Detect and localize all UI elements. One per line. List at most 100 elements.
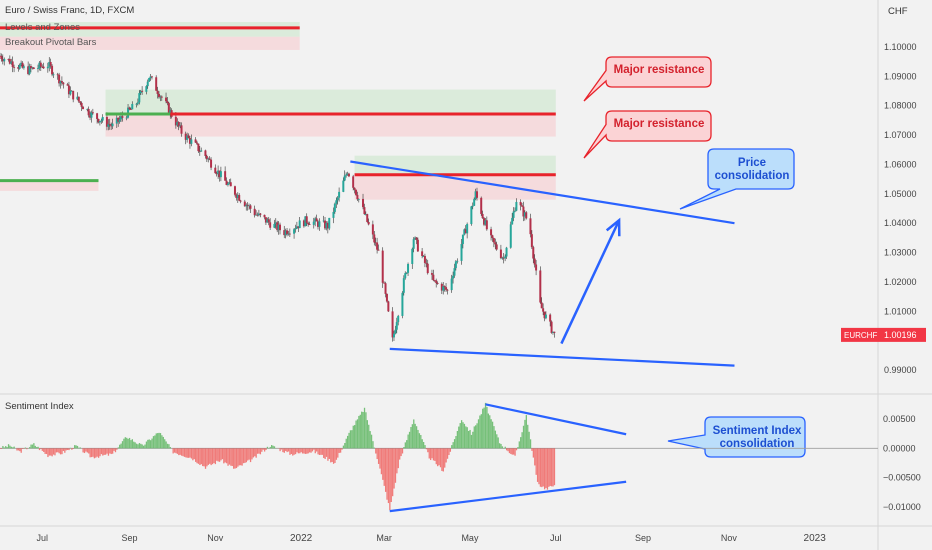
candle-body — [210, 159, 213, 168]
sentiment-trendline-lower — [389, 480, 627, 513]
candle-body — [357, 198, 360, 200]
sentiment-bar-negative — [227, 448, 229, 466]
sentiment-bar-negative — [279, 448, 281, 452]
candle — [1, 54, 4, 65]
sentiment-bar-negative — [182, 448, 184, 457]
candle — [243, 199, 246, 207]
sentiment-bar-negative — [510, 448, 512, 454]
candle-body — [484, 220, 487, 225]
candle-body — [363, 207, 366, 215]
sentiment-bar-positive — [150, 440, 152, 449]
sentiment-bar-negative — [210, 448, 212, 466]
candle-body — [356, 194, 359, 200]
candle-body — [416, 239, 419, 252]
sentiment-bar-negative — [427, 448, 429, 453]
sentiment-bar-negative — [173, 448, 176, 453]
price-tick-label: 1.02000 — [884, 277, 917, 287]
candle — [159, 95, 162, 102]
sentiment-bar-positive — [123, 438, 125, 449]
candle-body — [28, 66, 31, 75]
sentiment-bar-negative — [542, 448, 544, 487]
sentiment-bar-negative — [20, 448, 22, 453]
sentiment-bar-negative — [230, 448, 232, 466]
candle-body — [145, 86, 148, 92]
sentiment-bar-positive — [133, 441, 135, 449]
sentiment-bar-positive — [266, 446, 269, 449]
candle-body — [383, 282, 386, 284]
sentiment-bar-negative — [293, 448, 295, 455]
sentiment-bar-negative — [392, 448, 394, 497]
candle-body — [343, 175, 346, 181]
candle — [229, 178, 232, 187]
candle-body — [483, 218, 486, 225]
candle — [433, 280, 436, 283]
candle — [374, 237, 377, 247]
candle — [41, 64, 44, 69]
candle — [259, 212, 262, 218]
candle-body — [66, 84, 69, 86]
candle — [512, 207, 515, 222]
candle-body — [422, 255, 425, 257]
candle-body — [542, 308, 545, 312]
candle — [440, 282, 443, 294]
sentiment-bar-negative — [0, 448, 3, 449]
sentiment-bar-negative — [306, 448, 308, 454]
sentiment-bar-positive — [354, 425, 356, 449]
sentiment-bar-negative — [58, 448, 60, 454]
candle-body — [120, 116, 123, 120]
sentiment-bar-positive — [521, 432, 523, 449]
candle-body — [205, 155, 208, 160]
sentiment-bar-negative — [446, 448, 449, 459]
sentiment-bar-positive — [368, 424, 370, 449]
candle — [298, 216, 301, 229]
candle — [38, 60, 41, 71]
candle — [502, 252, 505, 264]
candle-body — [450, 278, 453, 291]
candle — [302, 219, 305, 228]
candle — [376, 237, 379, 254]
candle-body — [474, 191, 477, 199]
candle — [494, 238, 497, 250]
candle — [235, 193, 238, 201]
candle-body — [297, 226, 300, 229]
time-tick-label: Nov — [721, 533, 738, 543]
candle-body — [77, 96, 80, 102]
sentiment-bar-positive — [148, 439, 150, 449]
candle-body — [207, 158, 210, 160]
candle-body — [318, 221, 321, 227]
candle-body — [322, 220, 325, 222]
candle — [188, 136, 191, 149]
sentiment-tick-label: −0.00500 — [883, 473, 921, 483]
candle — [521, 203, 524, 207]
sentiment-bar-negative — [216, 448, 218, 461]
sentiment-bar-negative — [89, 448, 91, 458]
candle — [347, 172, 350, 178]
candle — [357, 198, 360, 203]
sentiment-bar-positive — [422, 441, 425, 449]
sentiment-bar-negative — [256, 448, 259, 454]
candle — [108, 118, 111, 130]
sentiment-bar-negative — [113, 448, 115, 451]
candle-body — [267, 219, 270, 223]
sentiment-bar-positive — [157, 433, 159, 449]
sentiment-bar-positive — [6, 447, 8, 449]
candle-body — [432, 274, 435, 281]
candle — [443, 285, 446, 292]
sentiment-bar-negative — [331, 448, 333, 462]
candle-body — [551, 331, 554, 333]
candle-body — [307, 222, 310, 225]
sentiment-bar-positive — [269, 446, 271, 449]
candle-body — [135, 103, 138, 105]
sentiment-bar-positive — [372, 441, 374, 449]
candle-body — [425, 262, 428, 264]
sentiment-bar-positive — [500, 443, 502, 449]
candle — [293, 227, 296, 239]
sentiment-bar-negative — [51, 448, 53, 457]
sentiment-bar-negative — [335, 448, 338, 460]
sentiment-bar-negative — [535, 448, 537, 475]
candle — [60, 76, 63, 86]
candle — [364, 211, 367, 216]
sentiment-bar-negative — [180, 448, 183, 456]
sentiment-bar-negative — [400, 448, 402, 457]
